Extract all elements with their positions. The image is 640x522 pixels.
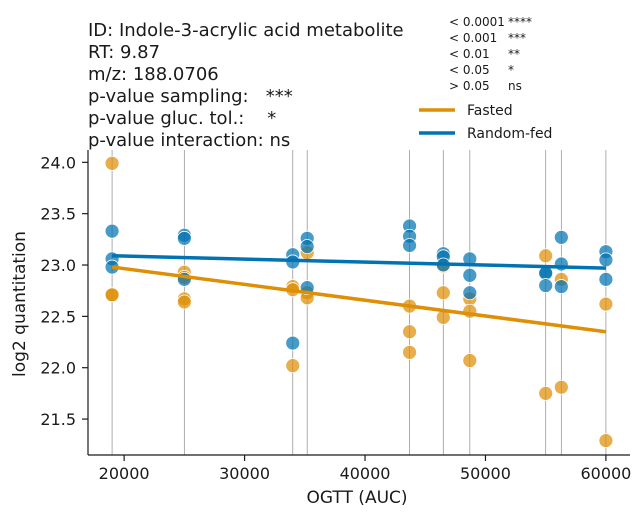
x-tick-label: 50000 [460,464,511,483]
data-point-random-fed [553,256,569,272]
data-point-fasted [598,296,614,312]
sig-symbol: ** [508,47,520,61]
data-point-fasted [598,433,614,449]
legend-label-random-fed: Random-fed [467,126,552,142]
data-point-random-fed [598,271,614,287]
y-tick-label: 21.5 [40,410,76,429]
significance-key: < 0.0001 **** < 0.001 *** < 0.01 ** < 0.… [449,15,532,93]
chart-header: ID: Indole-3-acrylic acid metabolite RT:… [88,20,404,151]
header-pvalue-interaction: p-value interaction: ns [88,130,290,151]
axes [87,150,630,456]
data-point-random-fed [285,335,301,351]
data-point-fasted [553,379,569,395]
x-tick-label: 30000 [219,464,270,483]
y-tick-label: 23.5 [40,205,76,224]
data-point-random-fed [462,267,478,283]
y-tick-label: 22.5 [40,307,76,326]
sig-symbol: *** [508,31,526,45]
trend-line-random-fed [112,254,606,270]
y-axis-label: log2 quantitation [10,231,30,377]
data-point-fasted [402,324,417,340]
data-point-random-fed [598,252,614,268]
data-point-fasted [462,353,478,368]
sig-symbol: * [508,63,514,77]
x-ticks: 20000 30000 40000 50000 60000 [99,455,631,483]
legend-label-fasted: Fasted [467,103,513,119]
x-tick-label: 40000 [340,464,391,483]
data-point-random-fed [299,239,315,254]
x-tick-label: 60000 [580,464,631,483]
trend-line-fasted [111,265,607,334]
sig-symbol: **** [508,15,532,29]
sig-symbol: ns [508,79,522,93]
y-ticks: 21.5 22.0 22.5 23.0 23.5 24.0 [40,153,88,429]
data-point-fasted [538,385,554,401]
data-point-fasted [402,344,417,360]
header-pvalue-sampling: p-value sampling: *** [88,86,293,107]
sig-threshold: < 0.0001 [449,15,505,29]
data-point-fasted [104,287,120,303]
data-point-random-fed [553,279,569,294]
data-point-random-fed [402,238,417,253]
x-tick-label: 20000 [99,464,150,483]
data-point-fasted [435,285,451,301]
header-mz: m/z: 188.0706 [88,64,219,85]
header-rt: RT: 9.87 [88,42,160,63]
data-point-random-fed [104,223,120,239]
x-axis-label: OGTT (AUC) [306,488,407,508]
sig-threshold: > 0.05 [449,79,490,93]
scatter-points [104,155,614,449]
header-id: ID: Indole-3-acrylic acid metabolite [88,20,404,41]
data-point-random-fed [553,229,569,245]
data-point-fasted [104,155,120,171]
data-point-fasted [285,358,301,374]
y-tick-label: 23.0 [40,256,76,275]
y-tick-label: 22.0 [40,359,76,378]
data-point-random-fed [176,230,192,246]
header-pvalue-gluc-tol: p-value gluc. tol.: * [88,108,276,129]
sig-threshold: < 0.01 [449,47,490,61]
sig-threshold: < 0.001 [449,31,497,45]
data-point-random-fed [462,285,478,301]
data-point-fasted [176,294,192,310]
trend-lines [111,254,607,334]
legend: Fasted Random-fed [419,103,552,142]
data-point-fasted [538,248,554,264]
data-point-random-fed [538,278,554,293]
sig-threshold: < 0.05 [449,63,490,77]
y-tick-label: 24.0 [40,153,76,172]
